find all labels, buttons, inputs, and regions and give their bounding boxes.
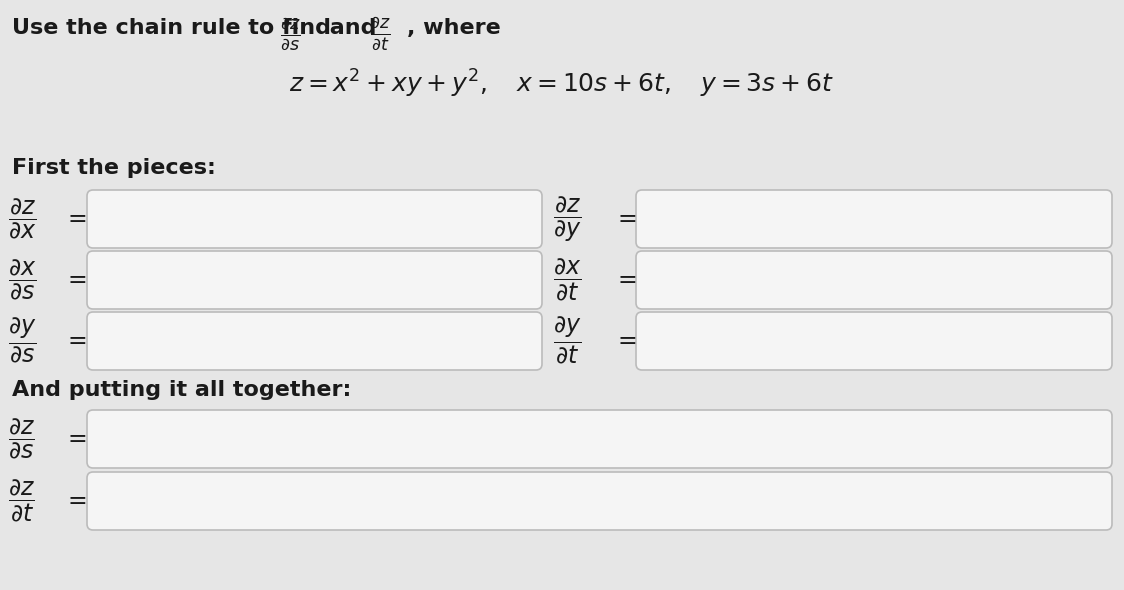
Text: =: = — [67, 489, 88, 513]
Text: Use the chain rule to find: Use the chain rule to find — [12, 18, 338, 38]
Text: =: = — [618, 207, 637, 231]
Text: =: = — [67, 329, 88, 353]
FancyBboxPatch shape — [87, 190, 542, 248]
Text: $\frac{\partial z}{\partial t}$: $\frac{\partial z}{\partial t}$ — [370, 16, 390, 53]
FancyBboxPatch shape — [636, 190, 1112, 248]
FancyBboxPatch shape — [87, 251, 542, 309]
Text: $\dfrac{\partial y}{\partial t}$: $\dfrac{\partial y}{\partial t}$ — [553, 316, 581, 366]
FancyBboxPatch shape — [87, 410, 1112, 468]
FancyBboxPatch shape — [636, 251, 1112, 309]
Text: =: = — [67, 207, 88, 231]
Text: First the pieces:: First the pieces: — [12, 158, 216, 178]
Text: $z = x^2 + xy + y^2,\quad x = 10s + 6t,\quad y = 3s + 6t$: $z = x^2 + xy + y^2,\quad x = 10s + 6t,\… — [290, 68, 834, 100]
Text: =: = — [67, 268, 88, 292]
Text: , where: , where — [407, 18, 501, 38]
FancyBboxPatch shape — [636, 312, 1112, 370]
Text: $\frac{\partial z}{\partial s}$: $\frac{\partial z}{\partial s}$ — [280, 16, 300, 52]
Text: $\dfrac{\partial x}{\partial s}$: $\dfrac{\partial x}{\partial s}$ — [8, 258, 36, 302]
Text: and: and — [321, 18, 384, 38]
Text: $\dfrac{\partial z}{\partial y}$: $\dfrac{\partial z}{\partial y}$ — [553, 194, 581, 244]
FancyBboxPatch shape — [87, 312, 542, 370]
Text: =: = — [618, 329, 637, 353]
Text: $\dfrac{\partial y}{\partial s}$: $\dfrac{\partial y}{\partial s}$ — [8, 317, 36, 365]
FancyBboxPatch shape — [87, 472, 1112, 530]
Text: $\dfrac{\partial x}{\partial t}$: $\dfrac{\partial x}{\partial t}$ — [553, 257, 581, 303]
Text: And putting it all together:: And putting it all together: — [12, 380, 352, 400]
Text: $\dfrac{\partial z}{\partial t}$: $\dfrac{\partial z}{\partial t}$ — [8, 478, 35, 524]
Text: $\dfrac{\partial z}{\partial s}$: $\dfrac{\partial z}{\partial s}$ — [8, 417, 35, 461]
Text: =: = — [618, 268, 637, 292]
Text: =: = — [67, 427, 88, 451]
Text: $\dfrac{\partial z}{\partial x}$: $\dfrac{\partial z}{\partial x}$ — [8, 197, 36, 241]
